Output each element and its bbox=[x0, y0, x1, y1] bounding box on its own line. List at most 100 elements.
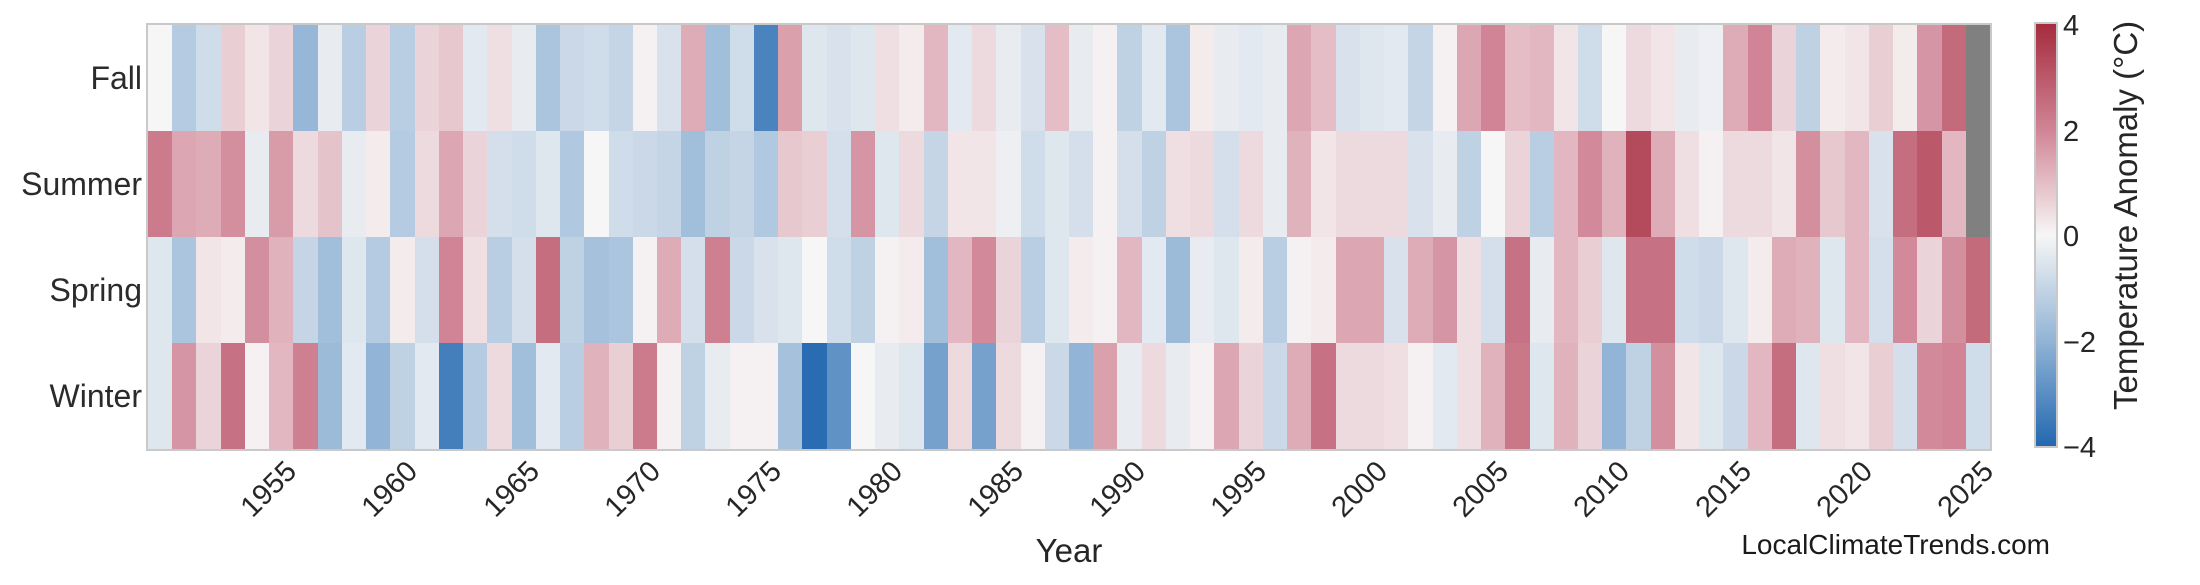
heatmap-cell bbox=[172, 237, 197, 344]
heatmap-cell bbox=[875, 237, 900, 344]
heatmap-cell bbox=[1917, 25, 1943, 132]
heatmap-cell bbox=[656, 343, 682, 450]
heatmap-cell bbox=[438, 237, 464, 344]
heatmap-cell bbox=[1141, 25, 1167, 132]
heatmap-cell bbox=[487, 343, 513, 450]
heatmap-cell bbox=[1141, 237, 1167, 344]
heatmap-cell bbox=[511, 343, 537, 450]
heatmap-cell bbox=[1456, 237, 1482, 344]
heatmap-cell bbox=[681, 343, 706, 450]
heatmap-cell bbox=[390, 131, 416, 238]
heatmap-cell bbox=[1044, 237, 1070, 344]
heatmap-cell bbox=[681, 25, 706, 132]
heatmap-cell bbox=[1311, 343, 1337, 450]
heatmap-cell bbox=[1699, 131, 1724, 238]
x-tick-label: 1955 bbox=[234, 455, 304, 524]
heatmap-cell bbox=[923, 25, 949, 132]
heatmap-cell bbox=[826, 343, 852, 450]
heatmap-cell bbox=[1650, 131, 1676, 238]
heatmap-cell bbox=[1796, 343, 1821, 450]
heatmap-cell bbox=[632, 343, 658, 450]
heatmap-cell bbox=[1674, 343, 1700, 450]
heatmap-cell bbox=[656, 237, 682, 344]
heatmap-cell bbox=[1287, 237, 1312, 344]
heatmap-cell bbox=[366, 237, 391, 344]
heatmap-cell bbox=[1093, 237, 1118, 344]
heatmap-cell bbox=[705, 237, 731, 344]
heatmap-cell bbox=[972, 343, 997, 450]
heatmap-cell bbox=[1311, 237, 1337, 344]
heatmap-cell bbox=[1408, 25, 1434, 132]
heatmap-cell bbox=[317, 25, 343, 132]
heatmap-cell bbox=[1602, 131, 1627, 238]
heatmap-cell bbox=[778, 131, 803, 238]
heatmap-cell bbox=[1723, 343, 1749, 450]
heatmap-cell bbox=[1481, 237, 1506, 344]
heatmap-cell bbox=[1093, 343, 1118, 450]
heatmap-cell bbox=[1650, 343, 1676, 450]
heatmap-cell bbox=[729, 343, 755, 450]
heatmap-cell bbox=[1093, 131, 1118, 238]
heatmap-cell bbox=[1844, 25, 1870, 132]
heatmap-cell bbox=[1165, 237, 1191, 344]
heatmap-cell bbox=[1335, 237, 1361, 344]
heatmap-cell bbox=[1674, 25, 1700, 132]
heatmap-cell bbox=[972, 237, 997, 344]
heatmap-cell bbox=[1941, 131, 1967, 238]
heatmap-cell bbox=[1238, 25, 1264, 132]
heatmap-cell bbox=[996, 131, 1022, 238]
heatmap-cell bbox=[778, 237, 803, 344]
heatmap-cell bbox=[947, 237, 973, 344]
heatmap-cell bbox=[826, 237, 852, 344]
heatmap-cell bbox=[1214, 25, 1240, 132]
heatmap-cell bbox=[390, 25, 416, 132]
heatmap-cell bbox=[1262, 131, 1288, 238]
heatmap-cell bbox=[584, 131, 609, 238]
heatmap-cell bbox=[1771, 343, 1797, 450]
heatmap-cell bbox=[1674, 237, 1700, 344]
heatmap-cell bbox=[1626, 343, 1652, 450]
heatmap-cell bbox=[1893, 237, 1918, 344]
heatmap-cell bbox=[1456, 131, 1482, 238]
heatmap-cell bbox=[1214, 343, 1240, 450]
heatmap-cell bbox=[1747, 343, 1773, 450]
heatmap-cell bbox=[1432, 237, 1458, 344]
heatmap-cell bbox=[632, 237, 658, 344]
heatmap-cell bbox=[1941, 25, 1967, 132]
heatmap-cell bbox=[438, 131, 464, 238]
heatmap-cell bbox=[1117, 237, 1143, 344]
heatmap-cell bbox=[923, 237, 949, 344]
heatmap-cell bbox=[293, 131, 319, 238]
heatmap-cell bbox=[293, 343, 319, 450]
heatmap-cell bbox=[1069, 131, 1094, 238]
heatmap-cell bbox=[560, 343, 585, 450]
heatmap-cell bbox=[1020, 343, 1046, 450]
heatmap-cell bbox=[1820, 131, 1846, 238]
heatmap-cell bbox=[366, 25, 391, 132]
heatmap-cell bbox=[705, 343, 731, 450]
heatmap-cell bbox=[511, 237, 537, 344]
heatmap-cell bbox=[1359, 25, 1385, 132]
heatmap-cell bbox=[1553, 343, 1579, 450]
row-label-fall: Fall bbox=[90, 60, 142, 96]
heatmap-cell bbox=[560, 237, 585, 344]
colorbar-tick-label: 2 bbox=[2063, 115, 2080, 148]
heatmap-cell bbox=[244, 237, 270, 344]
heatmap-cell bbox=[1141, 131, 1167, 238]
heatmap-cell bbox=[269, 343, 294, 450]
heatmap-cell bbox=[875, 25, 900, 132]
heatmap-cell bbox=[1893, 25, 1918, 132]
heatmap-cell bbox=[899, 131, 925, 238]
heatmap-cell bbox=[1917, 343, 1943, 450]
heatmap-cell bbox=[1432, 131, 1458, 238]
heatmap-cell bbox=[148, 343, 173, 450]
heatmap-cell bbox=[947, 25, 973, 132]
heatmap-cell bbox=[1359, 131, 1385, 238]
heatmap-cell bbox=[826, 25, 852, 132]
heatmap-cell bbox=[1844, 131, 1870, 238]
heatmap-cell bbox=[972, 25, 997, 132]
heatmap-cell bbox=[1626, 25, 1652, 132]
heatmap-cell bbox=[1844, 237, 1870, 344]
heatmap-cell bbox=[1577, 131, 1603, 238]
heatmap-cell bbox=[1529, 343, 1555, 450]
